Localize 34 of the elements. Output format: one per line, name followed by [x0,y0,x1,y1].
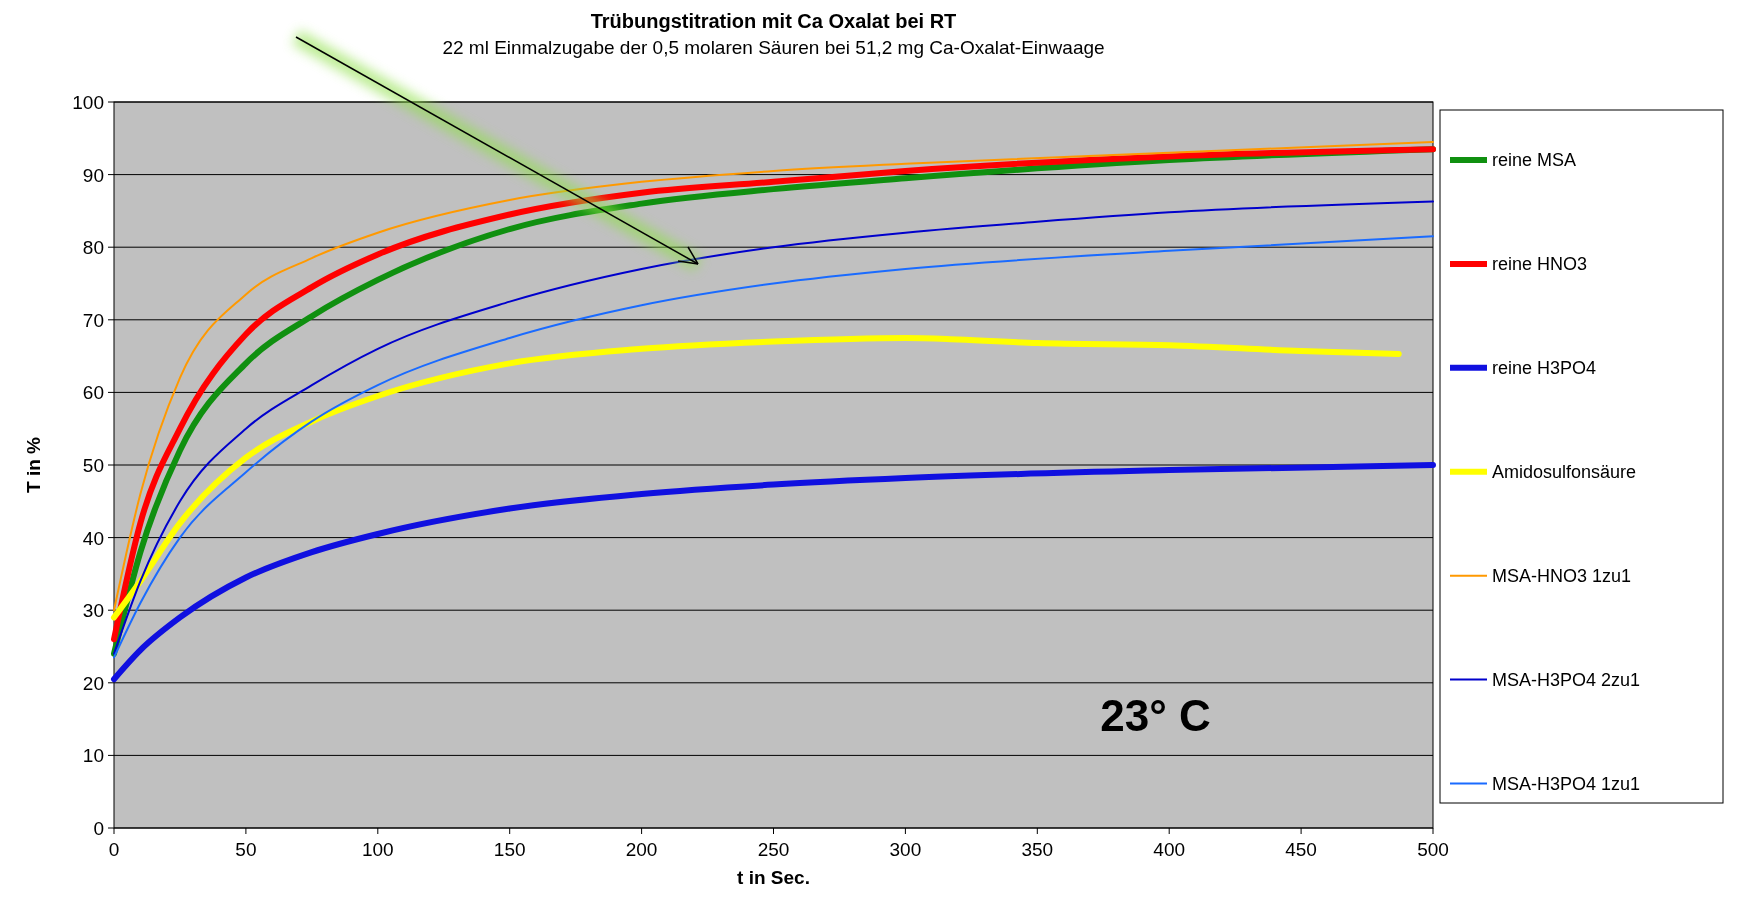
chart-title: Trübungstitration mit Ca Oxalat bei RT [590,10,957,32]
chart-subtitle: 22 ml Einmalzugabe der 0,5 molaren Säuren bei 51,2 mg Ca-Oxalat-Einwaage [442,37,1105,58]
legend-label: reine MSA [1492,150,1577,170]
x-tick-label: 350 [1021,839,1054,860]
legend-label: Amidosulfonsäure [1492,461,1637,482]
legend-label: MSA-HNO3 1zu1 [1492,565,1632,586]
y-tick-label: 80 [82,237,104,259]
legend-label: MSA-H3PO4 1zu1 [1492,773,1641,794]
y-axis-title: T in % [23,436,44,493]
x-tick-label: 450 [1285,839,1317,860]
y-tick-label: 30 [82,600,104,622]
y-tick-label: 100 [72,92,104,113]
x-tick-label: 250 [757,839,790,860]
legend-label: reine HNO3 [1492,253,1588,274]
x-tick-label: 300 [889,839,922,860]
x-tick-label: 150 [493,839,526,860]
y-tick-label: 40 [82,527,104,549]
x-tick-label: 0 [108,839,120,860]
y-tick-label: 50 [82,455,104,476]
annotation: 23° C [1100,690,1211,740]
legend-label: reine H3PO4 [1492,357,1597,378]
x-tick-label: 500 [1417,839,1449,860]
y-tick-label: 0 [93,818,104,839]
x-tick-label: 100 [361,839,394,860]
y-tick-label: 60 [82,382,104,404]
x-tick-label: 400 [1153,839,1186,860]
legend-label: MSA-H3PO4 2zu1 [1492,669,1641,690]
y-tick-label: 90 [82,164,104,186]
y-tick-label: 10 [82,745,104,767]
y-tick-label: 70 [82,309,104,331]
y-tick-label: 20 [82,672,104,694]
x-tick-label: 50 [235,839,257,860]
x-axis-title: t in Sec. [737,867,810,888]
x-tick-label: 200 [625,839,658,860]
